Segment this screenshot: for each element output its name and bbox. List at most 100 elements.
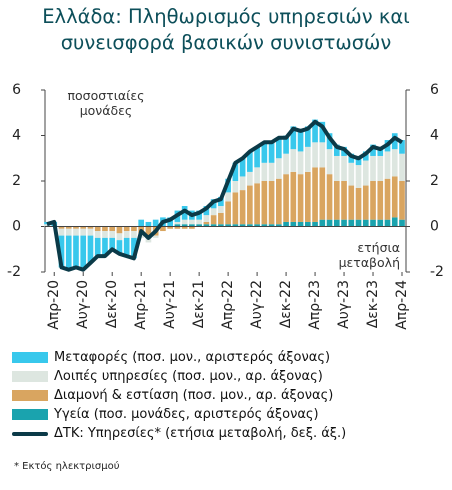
- x-tick-label: Δεκ-21: [191, 280, 207, 328]
- bar-segment: [290, 221, 297, 227]
- bar-segment: [276, 158, 282, 179]
- bar-segment: [399, 153, 405, 181]
- x-tick-label: Αυγ-20: [75, 280, 91, 329]
- x-tick-label: Απρ-20: [46, 280, 62, 330]
- bar-segment: [254, 224, 260, 227]
- bar-segment: [290, 171, 297, 222]
- bar-segment: [73, 226, 79, 229]
- bar-segment: [167, 217, 173, 227]
- bar-segment: [116, 226, 123, 234]
- bar-segment: [94, 231, 101, 238]
- y-tick-label: -2: [7, 264, 21, 280]
- bar-segment: [348, 219, 355, 227]
- bar-segment: [196, 210, 202, 220]
- bar-segment: [58, 228, 65, 236]
- legend-swatch: [12, 390, 48, 401]
- y2-tick-label: 6: [430, 82, 439, 98]
- bar-segment: [377, 146, 384, 156]
- bar-segment: [218, 212, 224, 225]
- legend-swatch: [12, 352, 48, 363]
- bar-segment: [239, 176, 246, 191]
- bar-segment: [276, 137, 282, 159]
- y2-tick-label: -2: [430, 264, 444, 280]
- bar-segment: [189, 219, 195, 225]
- bar-segment: [261, 224, 268, 227]
- legend-label: ΔΤΚ: Υπηρεσίες* (ετήσια μεταβολή, δεξ. ά…: [54, 426, 347, 441]
- bar-segment: [362, 160, 369, 186]
- bar-segment: [333, 219, 340, 227]
- bar-segment: [304, 171, 311, 222]
- bar-segment: [247, 224, 253, 227]
- legend-label: Διαμονή & εστίαση (ποσ. μον., αρ. άξονας…: [54, 388, 334, 403]
- legend-swatch: [12, 371, 48, 382]
- legend-item: Υγεία (ποσ. μονάδες, αριστερός άξονας): [12, 405, 448, 424]
- bar-segment: [355, 219, 362, 227]
- y2-tick-label: 0: [430, 219, 439, 235]
- bar-segment: [174, 226, 181, 229]
- bar-segment: [276, 178, 282, 225]
- legend-label: Λοιπές υπηρεσίες (ποσ. μον., αρ. άξονας): [54, 369, 323, 384]
- x-tick-label: Απρ-21: [133, 280, 149, 330]
- line-series: [46, 119, 404, 272]
- bar-segment: [102, 231, 108, 238]
- bar-segment: [283, 174, 289, 222]
- bar-segment: [384, 151, 391, 179]
- bar-segment: [232, 192, 239, 225]
- bar-segment: [297, 151, 304, 175]
- bar-segment: [167, 226, 173, 229]
- bar-segment: [348, 153, 355, 163]
- bar-segment: [290, 126, 297, 150]
- x-tick-label: Δεκ-23: [365, 280, 381, 328]
- bar-segment: [109, 226, 116, 232]
- bar-segment: [377, 219, 384, 227]
- x-tick-label: Αυγ-22: [249, 280, 265, 329]
- bar-segment: [102, 226, 108, 232]
- bar-segment: [297, 128, 304, 152]
- bar-segment: [319, 142, 326, 168]
- bar-segment: [391, 133, 398, 150]
- bar-segment: [73, 235, 79, 268]
- bar-segment: [348, 162, 355, 186]
- bar-segment: [341, 155, 347, 181]
- bar-segment: [283, 135, 289, 154]
- bar-segment: [196, 224, 202, 227]
- bar-segment: [333, 181, 340, 220]
- bar-segment: [80, 228, 87, 236]
- legend: Μεταφορές (ποσ. μον., αριστερός άξονας) Λ…: [12, 348, 448, 443]
- bar-segment: [210, 215, 217, 225]
- bar-segment: [319, 167, 326, 220]
- bar-segment: [145, 226, 152, 238]
- bar-segment: [232, 162, 239, 181]
- bar-segment: [123, 231, 130, 238]
- legend-label: Υγεία (ποσ. μονάδες, αριστερός άξονας): [54, 407, 319, 422]
- bar-segment: [87, 228, 94, 236]
- bar-segment: [225, 224, 231, 227]
- legend-swatch: [12, 431, 48, 436]
- bar-segment: [391, 149, 398, 177]
- bar-segment: [312, 119, 318, 143]
- bar-segment: [239, 224, 246, 227]
- bar-segment: [254, 183, 260, 225]
- x-tick-label: Απρ-22: [220, 280, 236, 330]
- bar-segment: [333, 144, 340, 156]
- bar-segment: [377, 155, 384, 181]
- bar-segment: [196, 219, 202, 225]
- bar-segment: [341, 219, 347, 227]
- bar-segment: [145, 221, 152, 227]
- bar-segment: [80, 226, 87, 229]
- bar-segment: [304, 221, 311, 227]
- bar-segment: [377, 181, 384, 220]
- bar-segment: [65, 228, 72, 236]
- legend-item: Λοιπές υπηρεσίες (ποσ. μον., αρ. άξονας): [12, 367, 448, 386]
- bar-segment: [326, 219, 333, 227]
- bar-segment: [283, 153, 289, 175]
- bar-segment: [203, 215, 210, 222]
- bar-segment: [326, 133, 333, 150]
- bar-segment: [181, 226, 188, 229]
- bar-segment: [384, 178, 391, 220]
- bar-segment: [210, 224, 217, 227]
- bar-segment: [290, 149, 297, 172]
- bar-segment: [319, 219, 326, 227]
- x-tick-label: Απρ-24: [394, 280, 410, 330]
